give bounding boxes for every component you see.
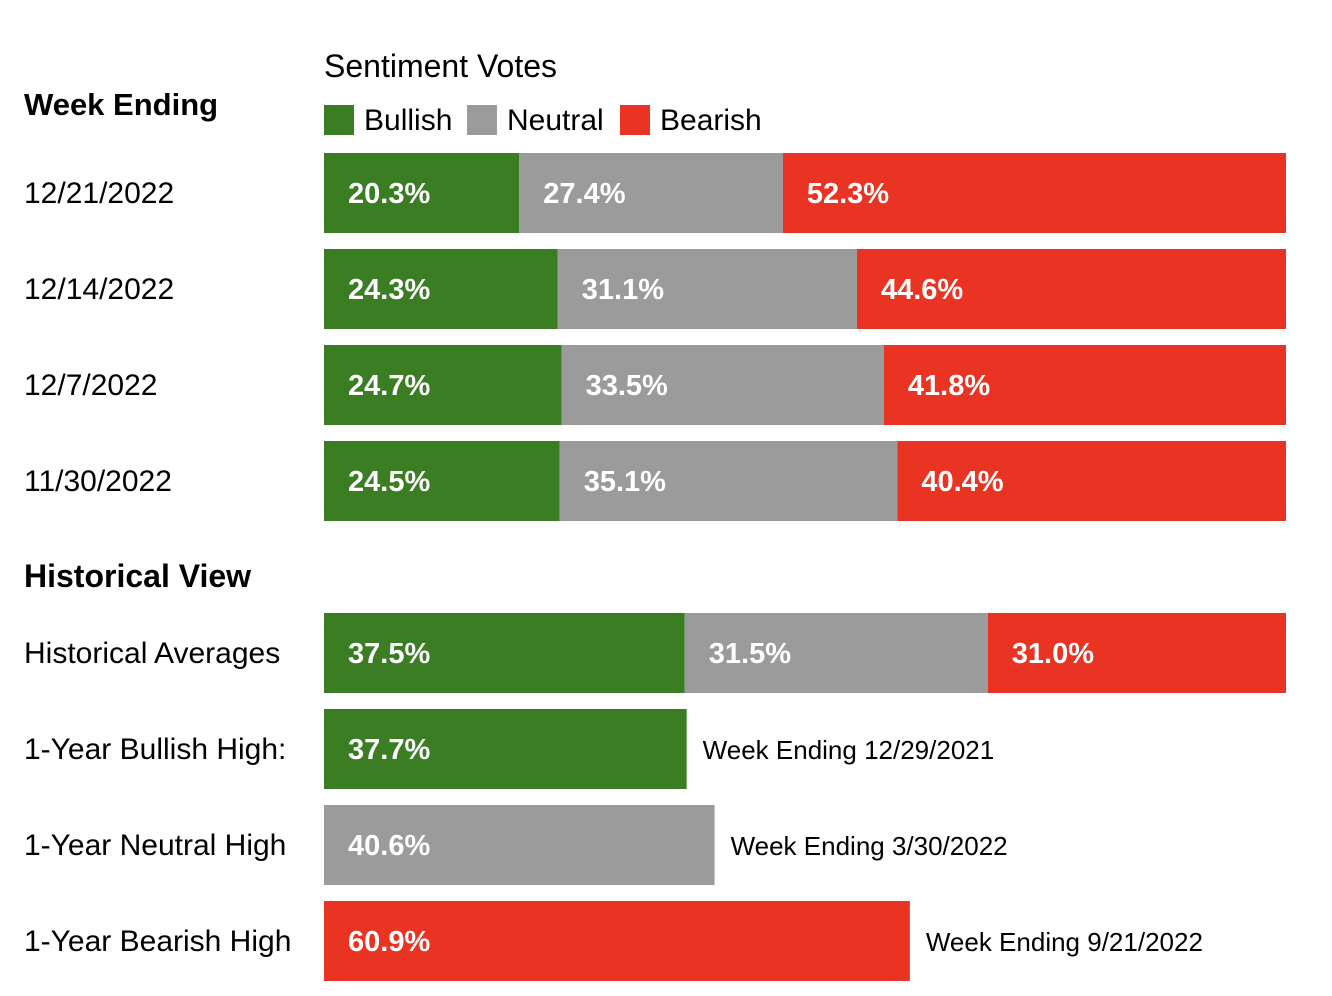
week-row-3-value-bullish: 24.5% — [348, 466, 430, 498]
week-row-2-bar-bearish — [883, 345, 1286, 425]
legend: Bullish Neutral Bearish — [324, 104, 762, 137]
legend-label-neutral: Neutral — [507, 104, 604, 137]
week-row-1-bar-bullish — [324, 249, 558, 329]
week-row-3-bar-bullish — [324, 441, 560, 521]
legend-swatch-neutral — [467, 105, 497, 135]
week-row-1-bar-bearish — [856, 249, 1286, 329]
week-row-0-bar-bearish — [782, 153, 1286, 233]
high-bearish-label: 1-Year Bearish High — [24, 925, 291, 958]
week-row-2-bar-bullish — [324, 345, 562, 425]
week-row-1-value-neutral: 31.1% — [582, 274, 664, 306]
historical-averages-label: Historical Averages — [24, 637, 280, 670]
week-row-2-bar-neutral — [561, 345, 884, 425]
historical-rows: Historical Averages 37.5% 31.5% 31.0% 1-Year… — [24, 613, 1286, 981]
high-neutral-value: 40.6% — [348, 830, 430, 862]
high-neutral-note: Week Ending 3/30/2022 — [731, 831, 1008, 861]
historical-averages-value-bullish: 37.5% — [348, 638, 430, 670]
weekly-rows: 12/21/2022 20.3% 27.4% 52.3% 12/14/2022 24.3%… — [24, 153, 1286, 521]
week-row-1-value-bearish: 44.6% — [881, 274, 963, 306]
legend-swatch-bearish — [620, 105, 650, 135]
historical-averages-value-bearish: 31.0% — [1012, 638, 1094, 670]
week-row-3-value-neutral: 35.1% — [584, 466, 666, 498]
week-row-0-value-bullish: 20.3% — [348, 178, 430, 210]
week-row-0-bar-neutral — [519, 153, 783, 233]
high-neutral-label: 1-Year Neutral High — [24, 829, 286, 862]
week-row-3-label: 11/30/2022 — [24, 465, 172, 498]
high-bearish-note: Week Ending 9/21/2022 — [926, 927, 1203, 957]
chart-title: Sentiment Votes — [324, 48, 557, 84]
week-row-1-value-bullish: 24.3% — [348, 274, 430, 306]
historical-averages-bar-neutral — [684, 613, 988, 693]
legend-label-bearish: Bearish — [660, 104, 762, 137]
high-bearish-value: 60.9% — [348, 926, 430, 958]
high-bullish-note: Week Ending 12/29/2021 — [703, 735, 995, 765]
week-row-2-label: 12/7/2022 — [24, 369, 157, 402]
week-row-3-bar-neutral — [559, 441, 898, 521]
historical-averages-bar-bearish — [987, 613, 1286, 693]
week-row-0-bar-bullish — [324, 153, 520, 233]
legend-swatch-bullish — [324, 105, 354, 135]
high-bearish-bar — [324, 901, 910, 981]
legend-label-bullish: Bullish — [364, 104, 452, 137]
week-row-3-bar-bearish — [897, 441, 1286, 521]
high-bullish-bar — [324, 709, 687, 789]
week-row-2-value-bullish: 24.7% — [348, 370, 430, 402]
week-row-0-label: 12/21/2022 — [24, 177, 174, 210]
historical-averages-value-neutral: 31.5% — [709, 638, 791, 670]
week-row-1-bar-neutral — [557, 249, 857, 329]
week-row-0-value-bearish: 52.3% — [807, 178, 889, 210]
week-ending-heading: Week Ending — [24, 87, 218, 122]
week-row-1-label: 12/14/2022 — [24, 273, 174, 306]
high-neutral-bar — [324, 805, 715, 885]
high-bullish-label: 1-Year Bullish High: — [24, 733, 286, 766]
week-row-2-value-bearish: 41.8% — [908, 370, 990, 402]
week-row-2-value-neutral: 33.5% — [586, 370, 668, 402]
historical-averages-bar-bullish — [324, 613, 685, 693]
week-row-0-value-neutral: 27.4% — [543, 178, 625, 210]
high-bullish-value: 37.7% — [348, 734, 430, 766]
week-row-3-value-bearish: 40.4% — [921, 466, 1003, 498]
historical-view-heading: Historical View — [24, 558, 251, 594]
